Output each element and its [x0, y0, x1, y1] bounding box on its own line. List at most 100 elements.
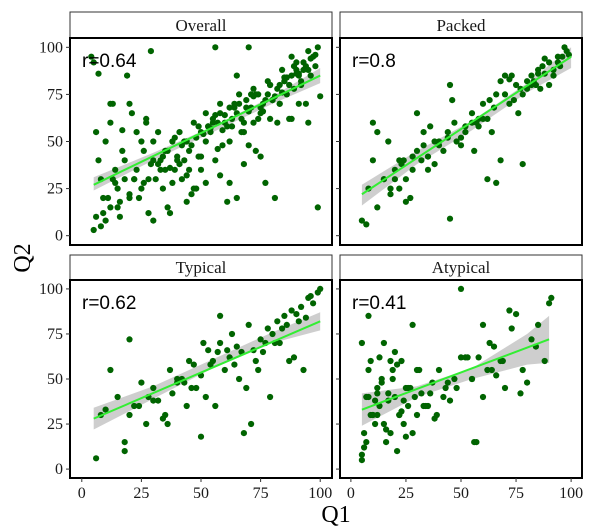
- data-point: [442, 384, 449, 392]
- data-point: [233, 194, 240, 202]
- data-point: [217, 339, 224, 347]
- data-point: [286, 81, 293, 89]
- data-point: [479, 321, 487, 328]
- data-point: [528, 336, 535, 343]
- data-point: [288, 307, 295, 314]
- data-point: [413, 411, 421, 419]
- data-point: [372, 420, 379, 428]
- data-point: [457, 285, 465, 292]
- data-point: [228, 123, 236, 130]
- data-point: [433, 411, 440, 419]
- data-point: [293, 70, 300, 77]
- data-point: [169, 390, 176, 397]
- data-point: [402, 433, 409, 440]
- data-point: [109, 176, 116, 183]
- data-point: [176, 129, 183, 136]
- data-point: [147, 161, 154, 168]
- data-point: [190, 361, 197, 368]
- data-point: [400, 397, 407, 404]
- panel-strip: [69, 254, 333, 281]
- data-point: [497, 157, 504, 164]
- data-point: [501, 384, 509, 392]
- data-point: [183, 198, 190, 205]
- data-point: [281, 78, 288, 85]
- fit-line: [361, 338, 550, 411]
- y-axis-title: Q2: [10, 243, 36, 272]
- data-point: [171, 134, 178, 141]
- data-point: [245, 142, 252, 149]
- data-point: [264, 91, 271, 98]
- data-point: [508, 325, 515, 332]
- data-point: [519, 366, 526, 374]
- data-point: [409, 166, 416, 173]
- data-point: [387, 357, 394, 365]
- data-point: [186, 357, 193, 365]
- data-point: [252, 147, 259, 154]
- data-point: [202, 138, 209, 145]
- data-point: [302, 100, 309, 107]
- data-point: [102, 217, 109, 224]
- data-point: [107, 366, 114, 374]
- data-point: [202, 110, 209, 117]
- data-point: [468, 375, 476, 383]
- data-point: [486, 97, 493, 104]
- data-point: [131, 402, 138, 410]
- data-point: [188, 191, 195, 198]
- correlation-label: r=0.8: [352, 51, 396, 72]
- data-point: [162, 166, 169, 173]
- data-point: [367, 357, 374, 365]
- data-point: [424, 153, 432, 160]
- data-point: [416, 366, 423, 374]
- data-point: [295, 100, 302, 107]
- data-point: [245, 44, 252, 51]
- data-point: [302, 314, 309, 321]
- data-point: [174, 375, 181, 383]
- data-point: [164, 204, 171, 211]
- data-point: [90, 226, 97, 234]
- data-point: [528, 72, 535, 79]
- data-point: [546, 59, 553, 66]
- data-point: [374, 390, 381, 397]
- data-point: [314, 44, 321, 51]
- data-point: [107, 119, 114, 126]
- data-point: [243, 104, 250, 111]
- data-point: [300, 366, 307, 374]
- data-point: [243, 384, 250, 392]
- data-point: [444, 129, 451, 136]
- fit-line: [93, 74, 321, 186]
- data-point: [446, 215, 454, 222]
- data-point: [255, 115, 262, 122]
- data-point: [207, 129, 214, 136]
- data-point: [219, 142, 226, 149]
- data-point: [202, 393, 209, 401]
- data-point: [546, 81, 553, 89]
- panel-background: [70, 38, 332, 245]
- x-tick-label: 100: [559, 485, 583, 502]
- data-point: [519, 161, 526, 168]
- data-point: [150, 217, 157, 224]
- x-tick-label: 0: [347, 485, 355, 502]
- data-point: [440, 147, 447, 154]
- data-point: [358, 217, 365, 224]
- data-point: [197, 433, 205, 440]
- data-point: [446, 81, 454, 89]
- data-point: [365, 366, 372, 374]
- data-point: [391, 176, 398, 183]
- data-point: [212, 157, 219, 164]
- data-point: [138, 379, 145, 386]
- data-point: [157, 166, 164, 173]
- data-point: [486, 339, 493, 347]
- data-point: [121, 176, 128, 183]
- data-point: [402, 176, 409, 183]
- data-point: [405, 402, 412, 410]
- data-point: [435, 366, 443, 374]
- data-point: [257, 153, 264, 160]
- data-point: [394, 361, 401, 368]
- data-point: [126, 336, 133, 343]
- data-point: [255, 366, 262, 374]
- data-point: [214, 145, 221, 153]
- data-point: [150, 384, 157, 392]
- x-axis-title: Q1: [321, 502, 350, 528]
- fit-line: [361, 55, 572, 196]
- data-point: [97, 223, 104, 230]
